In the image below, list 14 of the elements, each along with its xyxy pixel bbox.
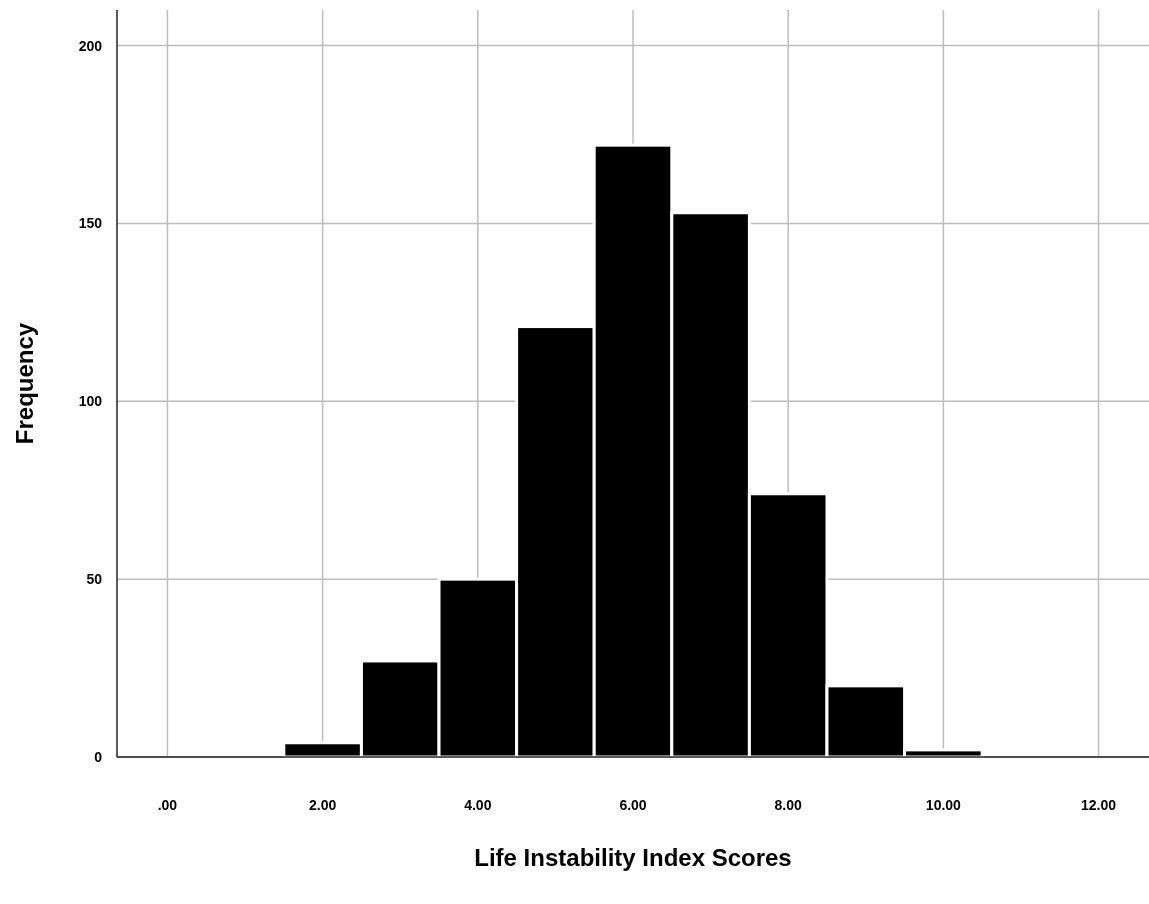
x-tick-label: 12.00 xyxy=(1081,797,1117,813)
x-axis-title: Life Instability Index Scores xyxy=(474,844,792,871)
x-tick-label: 10.00 xyxy=(925,797,962,813)
x-tick-label: 6.00 xyxy=(619,797,647,813)
y-tick-label: 150 xyxy=(78,215,103,232)
y-axis-title: Frequency xyxy=(11,322,38,445)
x-tick-label: 8.00 xyxy=(774,797,803,813)
y-tick-label: 50 xyxy=(86,571,103,588)
y-tick-label: 200 xyxy=(78,37,103,54)
x-tick-label: 4.00 xyxy=(464,797,492,813)
x-tick-label: 2.00 xyxy=(309,797,337,813)
y-tick-label: 0 xyxy=(94,749,103,765)
x-tick-label: .00 xyxy=(157,797,178,813)
y-tick-label: 100 xyxy=(78,393,103,410)
